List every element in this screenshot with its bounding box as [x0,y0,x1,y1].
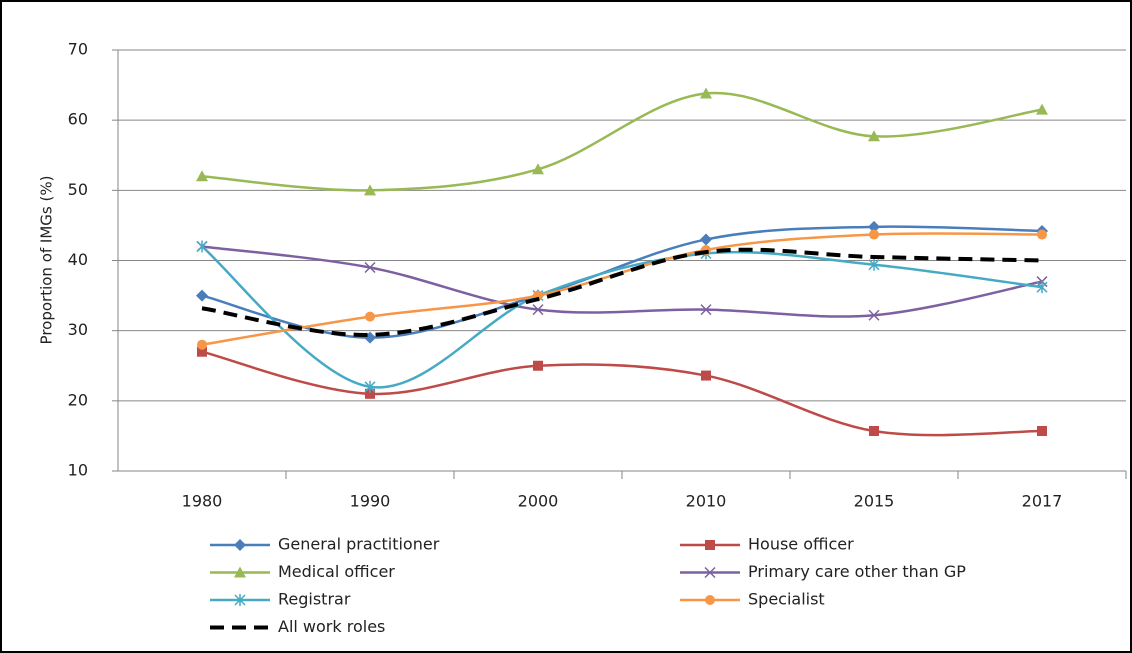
legend-label: Medical officer [278,562,395,581]
marker [532,163,544,175]
marker [197,346,207,357]
marker [364,380,376,393]
legend-label: All work roles [278,617,385,636]
marker [1036,103,1048,115]
series-line [201,245,1043,389]
marker [868,258,880,271]
y-tick-label: 60 [68,110,88,129]
marker [533,360,543,371]
y-tick-label: 10 [68,461,88,480]
series-line [201,247,1043,337]
legend-label: Specialist [748,590,825,609]
marker [196,289,208,302]
marker [700,233,712,246]
marker [868,309,880,321]
marker [364,261,376,274]
marker [234,566,246,578]
marker [365,388,375,399]
x-tick-label: 1980 [182,492,223,511]
marker [704,566,716,579]
y-tick-label: 70 [68,40,88,59]
marker [868,130,880,142]
marker [234,539,246,551]
marker [869,229,879,240]
legend-label: General practitioner [278,535,440,554]
marker [1037,426,1047,437]
marker [234,594,246,606]
legend-label: House officer [748,535,854,554]
x-tick-label: 2000 [518,492,559,511]
marker [196,170,208,182]
marker [869,426,879,437]
marker [1036,281,1048,294]
marker [1037,229,1047,240]
y-axis-title: Proportion of IMGs (%) [38,176,56,345]
x-tick-label: 1990 [350,492,391,511]
marker [700,87,712,99]
y-tick-label: 30 [68,320,88,339]
y-tick-label: 20 [68,390,88,409]
x-tick-label: 2017 [1022,492,1063,511]
y-tick-label: 50 [68,180,88,199]
marker [196,240,208,253]
series-line [201,225,1043,339]
marker [701,370,711,381]
marker [197,339,207,350]
y-tick-label: 40 [68,250,88,269]
marker [364,184,376,196]
legend-label: Registrar [278,590,351,609]
series-line [201,245,1043,318]
marker [532,304,544,316]
series-line [201,350,1043,437]
marker [365,311,375,322]
marker [705,595,715,605]
x-tick-label: 2015 [854,492,895,511]
marker [700,304,712,316]
marker [868,220,880,233]
marker [705,540,715,550]
x-tick-label: 2010 [686,492,727,511]
legend-label: Primary care other than GP [748,562,966,581]
series-line [201,91,1043,192]
